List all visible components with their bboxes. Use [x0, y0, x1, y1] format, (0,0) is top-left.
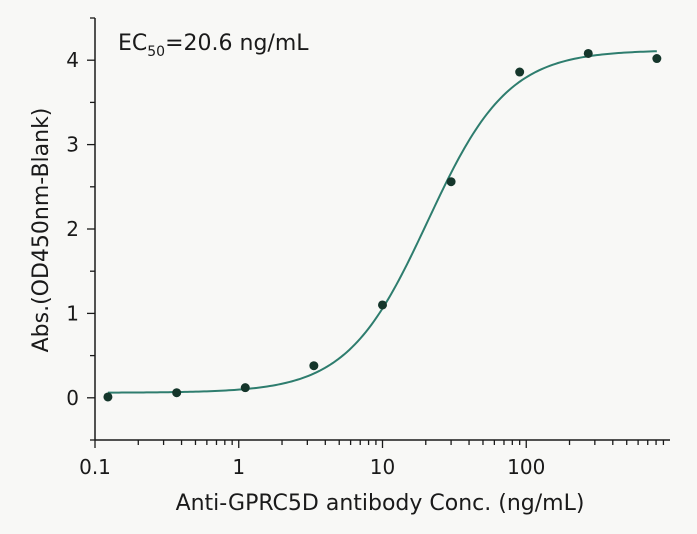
y-tick-label: 0	[66, 386, 79, 410]
x-tick-label: 1	[232, 455, 245, 479]
x-tick-label: 0.1	[79, 455, 111, 479]
ec50-prefix: EC	[118, 31, 147, 56]
data-point	[172, 388, 182, 398]
data-point	[309, 361, 319, 371]
data-point	[652, 54, 662, 64]
ec50-annotation: EC50=20.6 ng/mL	[118, 31, 309, 60]
data-point	[515, 67, 525, 77]
y-tick-label: 3	[66, 133, 79, 157]
data-point	[446, 177, 456, 187]
data-point	[240, 383, 250, 393]
data-point	[103, 392, 113, 402]
x-axis-title: Anti-GPRC5D antibody Conc. (ng/mL)	[176, 491, 585, 516]
y-tick-label: 1	[66, 301, 79, 325]
y-axis-ticks: 0 1 2 3 4	[66, 17, 95, 441]
data-points	[103, 48, 662, 402]
axes	[94, 18, 670, 441]
y-tick-label: 2	[66, 217, 79, 241]
x-tick-label: 100	[507, 455, 545, 479]
x-axis-ticks: 0.1 1 10 100	[79, 440, 665, 479]
data-point	[583, 48, 593, 58]
fit-curve	[107, 50, 657, 394]
ec50-suffix: =20.6 ng/mL	[165, 31, 309, 56]
x-tick-label: 10	[370, 455, 395, 479]
ec50-subscript: 50	[147, 44, 165, 60]
y-tick-label: 4	[66, 48, 79, 72]
data-point	[378, 300, 387, 310]
y-axis-title: Abs.(OD450nm-Blank)	[29, 108, 54, 353]
